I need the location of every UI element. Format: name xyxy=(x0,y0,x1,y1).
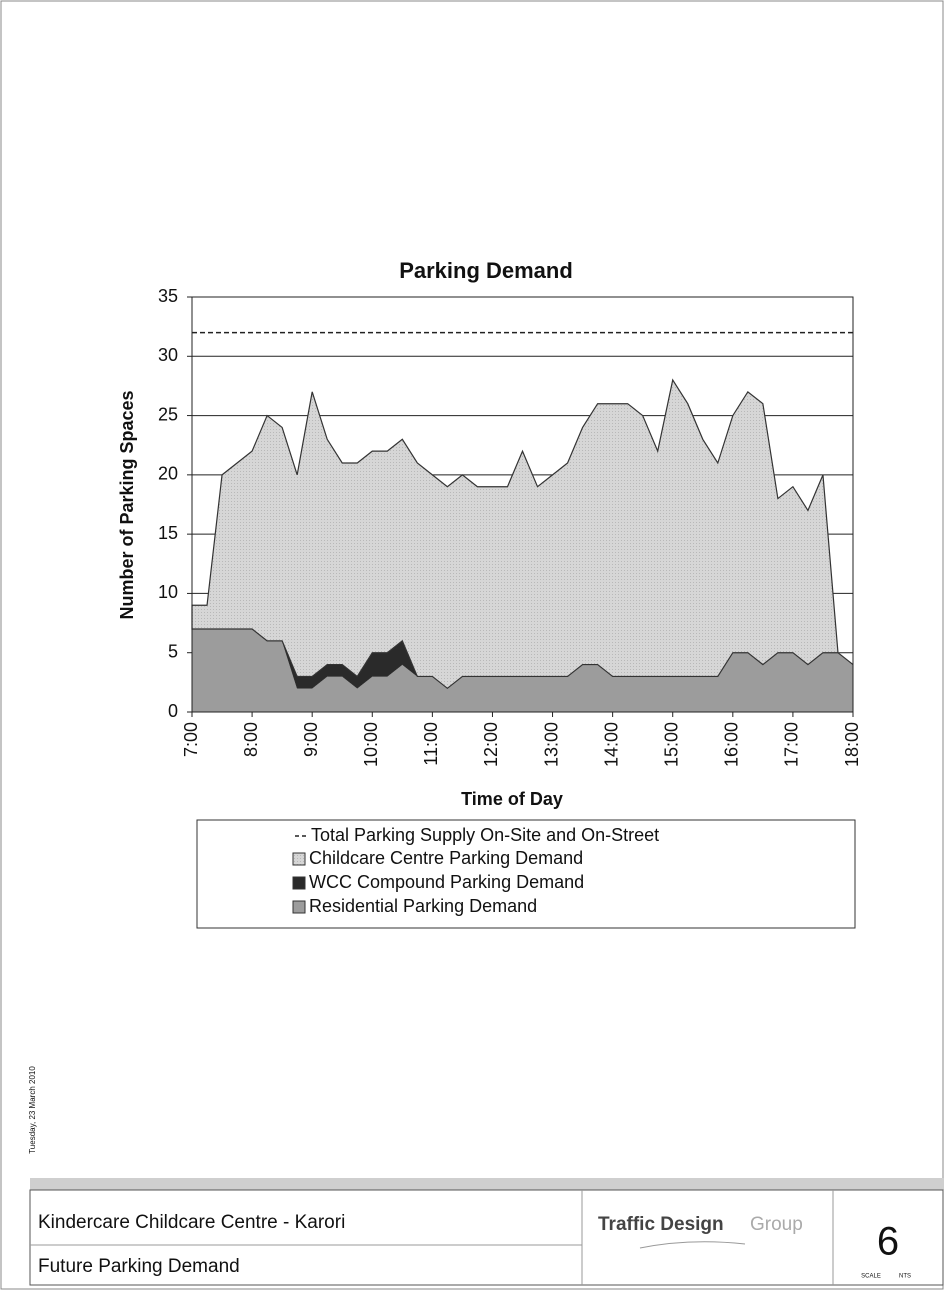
x-tick-label: 7:00 xyxy=(181,722,201,757)
y-tick-label: 35 xyxy=(158,286,178,306)
x-tick-label: 18:00 xyxy=(842,722,862,767)
legend-label: Childcare Centre Parking Demand xyxy=(309,848,583,868)
footer-band xyxy=(30,1178,944,1190)
sheet-number: 6 xyxy=(877,1220,899,1264)
logo-main: Traffic Design xyxy=(598,1214,724,1235)
scale-value: NTS xyxy=(899,1274,911,1280)
plot-frame xyxy=(191,296,854,713)
chart-title: Parking Demand xyxy=(399,258,573,283)
y-tick-label: 10 xyxy=(158,582,178,602)
project-name: Kindercare Childcare Centre - Karori xyxy=(38,1212,345,1233)
legend-key xyxy=(292,900,306,914)
y-tick-label: 0 xyxy=(168,701,178,721)
y-tick-label: 25 xyxy=(158,404,178,424)
y-tick-label: 5 xyxy=(168,641,178,661)
x-tick-label: 8:00 xyxy=(241,722,261,757)
title-block xyxy=(29,1189,944,1286)
legend-key xyxy=(292,876,306,890)
scale-label: SCALE xyxy=(861,1274,881,1280)
legend-key xyxy=(292,852,306,866)
x-tick-label: 14:00 xyxy=(601,722,621,767)
legend-label: Residential Parking Demand xyxy=(309,896,537,916)
legend-label: Total Parking Supply On-Site and On-Stre… xyxy=(311,825,659,845)
legend xyxy=(196,819,856,929)
y-axis-label: Number of Parking Spaces xyxy=(117,390,137,619)
x-tick-label: 17:00 xyxy=(782,722,802,767)
x-axis-label: Time of Day xyxy=(461,789,563,809)
x-tick-label: 9:00 xyxy=(301,722,321,757)
y-tick-label: 15 xyxy=(158,523,178,543)
area-band xyxy=(191,378,854,690)
drawing-name: Future Parking Demand xyxy=(38,1256,240,1277)
x-tick-label: 11:00 xyxy=(421,722,441,766)
legend-label: WCC Compound Parking Demand xyxy=(309,872,584,892)
x-tick-label: 13:00 xyxy=(541,722,561,767)
y-tick-label: 30 xyxy=(158,345,178,365)
date-note: Tuesday, 23 March 2010 xyxy=(28,1066,37,1154)
logo-swoosh xyxy=(639,1241,746,1249)
x-tick-label: 15:00 xyxy=(661,722,681,767)
y-tick-label: 20 xyxy=(158,464,178,484)
x-tick-label: 12:00 xyxy=(481,722,501,767)
logo-accent: Group xyxy=(750,1214,803,1235)
x-tick-label: 10:00 xyxy=(361,722,381,767)
x-tick-label: 16:00 xyxy=(722,722,742,767)
